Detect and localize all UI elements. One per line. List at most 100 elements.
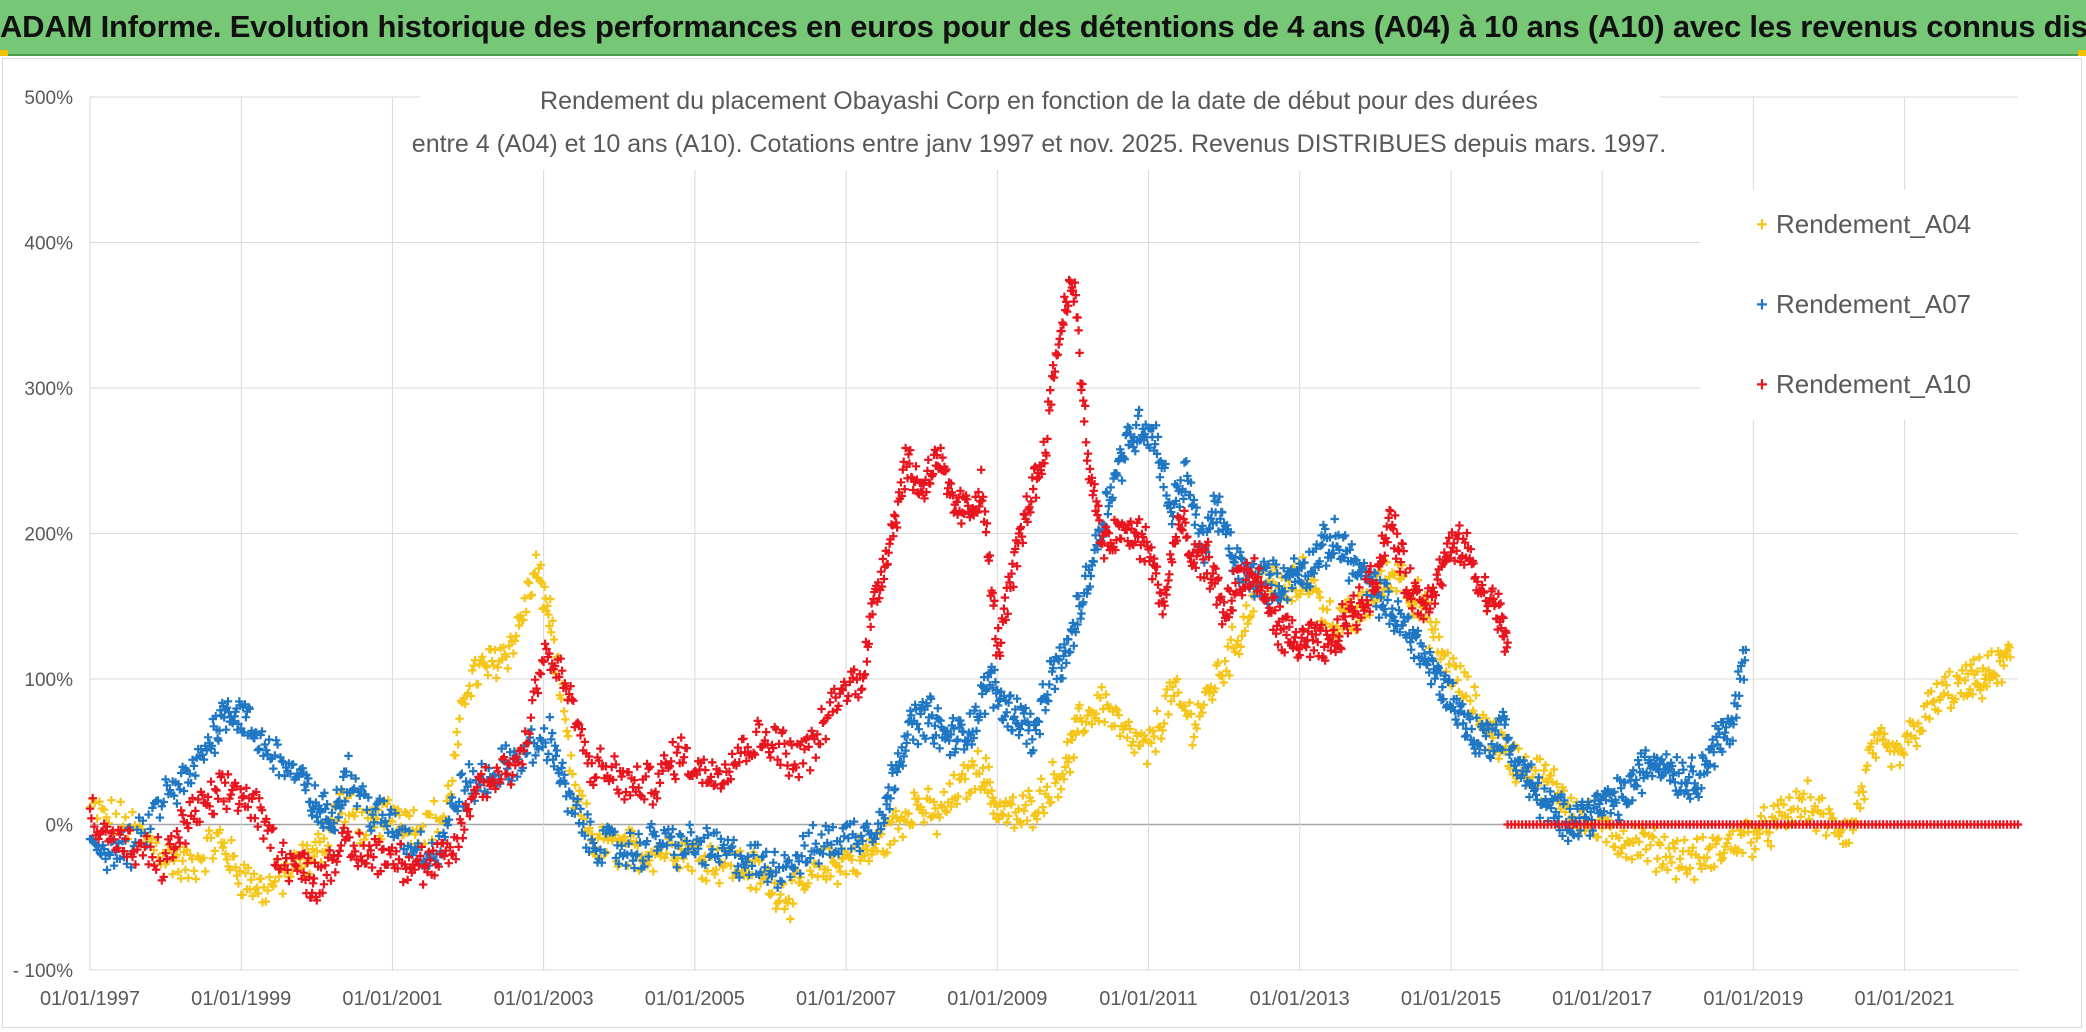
- data-point: [835, 837, 845, 846]
- data-point: [1434, 632, 1444, 642]
- data-point: [1104, 704, 1113, 713]
- data-point: [715, 767, 724, 776]
- data-point: [702, 876, 711, 885]
- x-tick-label: 01/01/2011: [1099, 988, 1198, 1010]
- data-point: [119, 847, 129, 856]
- data-point: [806, 853, 815, 863]
- data-point: [494, 767, 503, 776]
- data-point: [771, 904, 781, 913]
- data-point: [620, 832, 630, 841]
- data-point: [530, 569, 539, 578]
- data-point: [720, 859, 730, 868]
- data-point: [1089, 557, 1098, 566]
- data-point: [1337, 644, 1346, 654]
- data-point: [1651, 867, 1661, 876]
- data-point: [1688, 767, 1698, 776]
- data-point: [284, 876, 294, 886]
- data-point: [969, 733, 978, 743]
- data-point: [1999, 661, 2008, 670]
- data-point: [235, 866, 244, 876]
- data-point: [388, 827, 397, 837]
- data-point: [1172, 482, 1182, 491]
- data-point: [931, 804, 940, 813]
- data-point: [828, 707, 837, 716]
- data-point: [875, 594, 884, 603]
- data-point: [260, 740, 269, 749]
- data-point: [948, 714, 958, 723]
- data-point: [591, 773, 601, 782]
- data-point: [1218, 671, 1227, 681]
- data-point: [756, 868, 765, 877]
- data-point: [834, 849, 843, 859]
- data-point: [1364, 567, 1373, 577]
- data-point: [262, 814, 271, 824]
- data-point: [1108, 493, 1117, 502]
- data-point: [914, 725, 924, 734]
- data-point: [1386, 506, 1395, 516]
- data-point: [1734, 667, 1743, 676]
- data-point: [464, 760, 474, 769]
- data-point: [1480, 572, 1490, 582]
- data-point: [1068, 618, 1078, 628]
- data-point: [919, 818, 929, 827]
- data-point: [958, 769, 967, 779]
- data-point: [854, 693, 863, 702]
- data-point: [1035, 729, 1044, 739]
- data-point: [635, 838, 645, 847]
- data-point: [1093, 510, 1102, 520]
- data-point: [382, 821, 391, 831]
- data-point: [1504, 733, 1513, 743]
- data-point: [1291, 627, 1301, 637]
- data-point: [1179, 494, 1188, 504]
- data-point: [1460, 538, 1470, 547]
- data-point: [181, 865, 190, 874]
- data-point: [833, 879, 842, 889]
- data-point: [968, 757, 977, 766]
- data-point: [291, 861, 301, 870]
- data-point: [1011, 705, 1020, 714]
- data-point: [1363, 600, 1372, 610]
- banner-corner-right: [2078, 50, 2086, 56]
- data-point: [715, 857, 724, 867]
- data-point: [1467, 724, 1476, 734]
- data-point: [341, 797, 350, 806]
- data-point: [221, 725, 231, 734]
- data-point: [1663, 865, 1672, 875]
- data-point: [1755, 829, 1764, 839]
- data-point: [1671, 875, 1681, 884]
- data-point: [1059, 651, 1068, 661]
- data-point: [530, 675, 540, 684]
- data-point: [1126, 517, 1135, 526]
- data-point: [1191, 563, 1200, 572]
- data-point: [1918, 726, 1927, 735]
- data-point: [951, 744, 960, 753]
- data-point: [739, 734, 748, 743]
- data-point: [617, 772, 626, 781]
- data-point: [95, 849, 105, 858]
- data-point: [762, 727, 771, 737]
- data-point: [844, 691, 853, 701]
- data-point: [426, 855, 435, 864]
- data-point: [128, 852, 137, 861]
- data-point: [1205, 524, 1215, 533]
- data-point: [1148, 574, 1157, 584]
- data-point: [1880, 729, 1889, 738]
- data-point: [336, 841, 346, 850]
- data-point: [212, 786, 221, 795]
- data-point: [1681, 865, 1690, 874]
- data-point: [1436, 668, 1445, 677]
- data-point: [936, 443, 945, 453]
- data-point: [368, 810, 377, 819]
- data-point: [514, 621, 524, 630]
- data-point: [586, 817, 595, 826]
- data-point: [1200, 573, 1209, 583]
- data-point: [1728, 736, 1737, 745]
- data-point: [1684, 772, 1694, 782]
- data-point: [909, 788, 919, 797]
- data-point: [1167, 558, 1177, 567]
- data-point: [860, 670, 870, 679]
- data-point: [1015, 724, 1025, 734]
- data-point: [995, 651, 1005, 660]
- data-point: [949, 770, 958, 780]
- data-point: [418, 880, 428, 889]
